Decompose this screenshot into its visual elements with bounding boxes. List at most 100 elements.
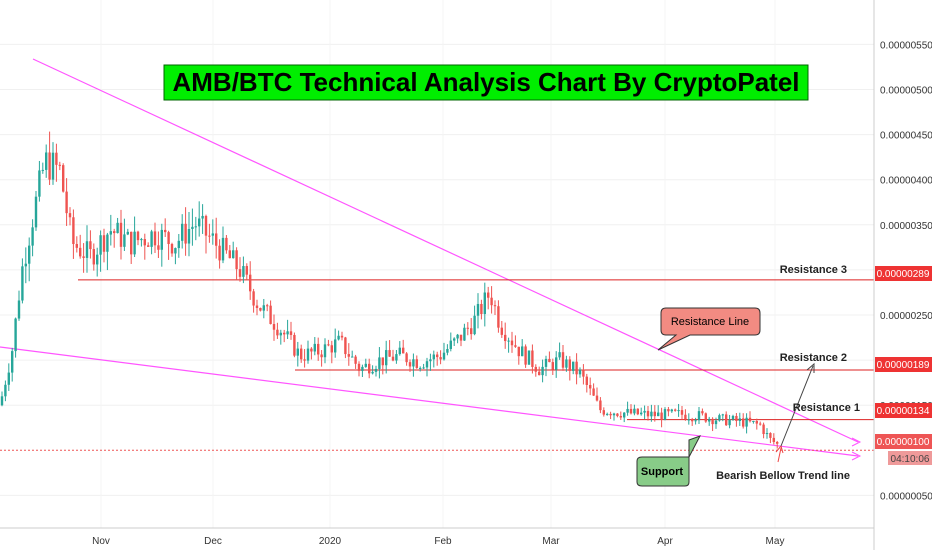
candle-body (133, 231, 136, 255)
candle-body (439, 357, 442, 360)
trend-lines (0, 58, 862, 461)
candle-body (731, 415, 735, 420)
resistance-line-label: Resistance Line (671, 316, 749, 328)
candle-body (449, 340, 452, 349)
countdown: 04:10:06 (891, 454, 930, 465)
candle-body (657, 412, 660, 417)
candle-body (150, 231, 153, 247)
candle-body (361, 366, 364, 371)
y-tick-label: 0.00000400 (880, 176, 932, 187)
candle-body (262, 305, 265, 311)
candle-body (684, 414, 687, 420)
resistance-1-badge (875, 403, 932, 418)
candle-body (602, 410, 605, 415)
candle-body (102, 235, 106, 252)
candle-body (68, 213, 72, 218)
current-price: 0.00000100 (877, 437, 930, 448)
candle-body (113, 231, 116, 234)
resistance-3-price: 0.00000289 (877, 269, 930, 280)
candle-body (578, 369, 582, 375)
candle-body (378, 357, 381, 369)
candle-body (701, 411, 704, 414)
candle-body (493, 305, 497, 307)
candle-body (99, 235, 102, 255)
candle-body (126, 231, 129, 235)
candle-body (544, 358, 548, 367)
candle-body (283, 332, 286, 335)
candle-body (432, 354, 435, 360)
candle-body (626, 408, 629, 413)
candle-body (323, 344, 327, 358)
candle-body (663, 409, 667, 420)
candle-body (266, 305, 269, 307)
candle-body (62, 165, 65, 192)
candle-body (629, 408, 633, 414)
candle-body (28, 245, 31, 264)
y-tick-label: 0.00000550 (880, 40, 932, 51)
candle-body (21, 266, 24, 301)
candle-body (41, 169, 44, 171)
candle-body (646, 410, 650, 417)
candle-body (337, 335, 340, 340)
candle-body (351, 356, 354, 358)
resistance-1-label: Resistance 1 (793, 402, 860, 414)
candle-body (249, 274, 252, 292)
candle-body (276, 329, 279, 336)
countdown-badge (888, 451, 932, 465)
candle-body (419, 367, 422, 369)
candle-body (487, 292, 490, 298)
candle-body (531, 350, 534, 367)
candle-body (612, 413, 616, 416)
candle-body (680, 410, 684, 415)
candle-body (11, 351, 14, 373)
candle-body (293, 334, 296, 356)
candle-body (7, 372, 10, 385)
candle-body (252, 291, 255, 306)
candle-body (136, 231, 140, 241)
y-tick-label: 0.00000350 (880, 221, 932, 232)
candle-body (259, 307, 262, 311)
candle-body (517, 346, 520, 357)
candle-body (490, 297, 493, 306)
candle-body (599, 400, 602, 411)
candle-body (317, 343, 320, 355)
candle-body (582, 369, 585, 377)
support-trendline-arrow (851, 451, 862, 461)
candle-body (728, 419, 731, 426)
candle-body (75, 244, 78, 248)
candle-body (456, 334, 459, 339)
candle-body (167, 232, 170, 245)
candle-body (194, 226, 197, 228)
candle-body (745, 417, 748, 427)
candle-body (616, 413, 619, 417)
candle-body (606, 413, 609, 415)
y-tick-label: 0.00000450 (880, 131, 932, 142)
resistance-3-label: Resistance 3 (780, 264, 847, 276)
x-tick-label: Feb (434, 536, 452, 547)
candle-body (711, 418, 714, 425)
candle-body (187, 228, 191, 244)
candle-body (714, 420, 718, 425)
candle-body (405, 353, 408, 363)
candle-body (650, 411, 653, 417)
candle-body (769, 433, 772, 438)
candle-body (721, 414, 724, 416)
x-tick-label: Mar (542, 536, 560, 547)
candle-body (670, 409, 673, 412)
candle-body (72, 217, 75, 245)
candle-body (725, 414, 728, 426)
candle-body (96, 254, 99, 265)
candle-body (752, 421, 755, 423)
candle-body (735, 415, 738, 421)
candle-body (116, 222, 119, 234)
candle-body (143, 239, 146, 246)
candle-body (660, 412, 663, 420)
candle-body (31, 227, 34, 246)
candle-body (541, 366, 544, 376)
candle-body (592, 388, 595, 396)
y-tick-label: 0.00000250 (880, 311, 932, 322)
candle-body (412, 359, 415, 367)
candle-body (245, 266, 248, 275)
